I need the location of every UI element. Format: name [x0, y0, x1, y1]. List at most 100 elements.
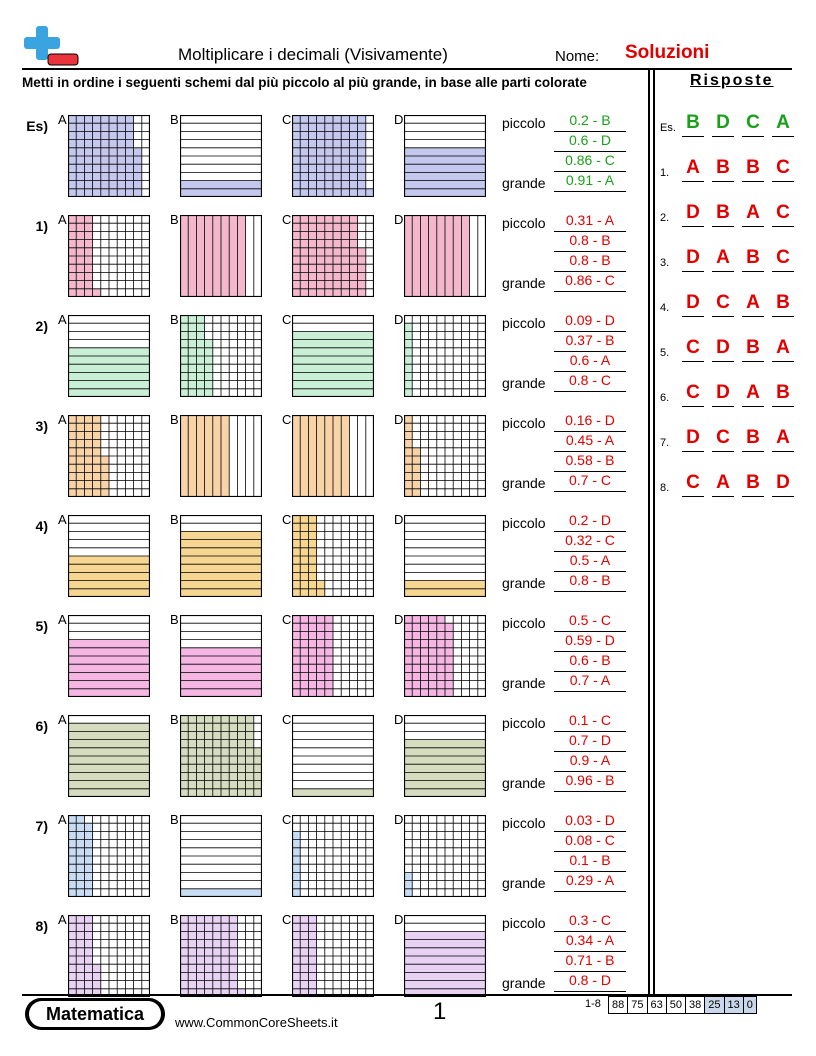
ordering-answer: 0.8 - B — [554, 252, 626, 272]
ordering-answers: piccolo grande 0.3 - C 0.34 - A 0.71 - B 0.8 … — [502, 912, 626, 998]
decimal-model-figure — [180, 715, 262, 797]
model-letter: D — [394, 212, 404, 227]
answer-key-letter: C — [682, 337, 704, 362]
ordering-answer: 0.6 - A — [554, 352, 626, 372]
site-url: www.CommonCoreSheets.it — [175, 1015, 338, 1030]
model-letter: A — [58, 912, 67, 927]
ordering-answers: piccolo grande 0.03 - D 0.08 - C 0.1 - B 0.29… — [502, 812, 626, 898]
decimal-model-figure — [180, 115, 262, 197]
ordering-answer: 0.86 - C — [554, 152, 626, 172]
answer-key-label: 3. — [660, 257, 670, 269]
answer-key-letter: A — [772, 427, 794, 452]
ordering-answers: piccolo grande 0.2 - D 0.32 - C 0.5 - A 0.8 -… — [502, 512, 626, 598]
model-letter: C — [282, 912, 292, 927]
answer-key-letter: B — [712, 202, 734, 227]
problem-number: 6) — [35, 718, 48, 734]
ordering-answer: 0.7 - C — [554, 472, 626, 492]
decimal-model-figure — [404, 915, 486, 997]
answer-key-letter: C — [682, 382, 704, 407]
model-letter: D — [394, 912, 404, 927]
answer-key-label: 4. — [660, 302, 670, 314]
answer-key-letter: D — [682, 247, 704, 272]
largest-label: grande — [502, 475, 546, 491]
page-number: 1 — [433, 998, 447, 1025]
decimal-model-figure — [68, 615, 150, 697]
ordering-answers: piccolo grande 0.1 - C 0.7 - D 0.9 - A 0.96 -… — [502, 712, 626, 798]
answer-key-letter: B — [682, 112, 704, 137]
brand-logo: Matematica — [25, 998, 165, 1030]
answer-key-letter: B — [742, 247, 764, 272]
model-letter: C — [282, 212, 292, 227]
footer-rule — [22, 994, 792, 996]
answer-key-letter: D — [682, 427, 704, 452]
decimal-model-figure — [292, 315, 374, 397]
answer-key-row: 1. A B B C — [660, 157, 800, 183]
answer-key-letter: A — [742, 292, 764, 317]
decimal-model-figure — [68, 115, 150, 197]
answer-key-letter: D — [712, 112, 734, 137]
decimal-model-figure — [180, 915, 262, 997]
model-letter: D — [394, 712, 404, 727]
answer-key-label: 8. — [660, 482, 670, 494]
ordering-answer: 0.5 - A — [554, 552, 626, 572]
model-letter: A — [58, 112, 67, 127]
ordering-answer: 0.8 - D — [554, 972, 626, 992]
score-cell: 0 — [742, 996, 757, 1014]
smallest-label: piccolo — [502, 515, 546, 531]
model-letter: B — [170, 412, 179, 427]
model-letter: B — [170, 712, 179, 727]
ordering-answer: 0.2 - B — [554, 112, 626, 132]
model-letter: B — [170, 912, 179, 927]
largest-label: grande — [502, 875, 546, 891]
answer-key-letter: C — [712, 292, 734, 317]
decimal-model-figure — [180, 515, 262, 597]
model-letter: B — [170, 512, 179, 527]
model-letter: A — [58, 712, 67, 727]
model-letter: C — [282, 812, 292, 827]
answer-key-letter: C — [712, 427, 734, 452]
answer-key-letter: A — [772, 112, 794, 137]
answer-key-row: 4. D C A B — [660, 292, 800, 318]
smallest-label: piccolo — [502, 815, 546, 831]
decimal-model-figure — [292, 215, 374, 297]
model-letter: D — [394, 312, 404, 327]
score-cell: 88 — [608, 996, 629, 1014]
ordering-answers: piccolo grande 0.09 - D 0.37 - B 0.6 - A 0.8 … — [502, 312, 626, 398]
column-divider — [648, 70, 650, 996]
ordering-answer: 0.5 - C — [554, 612, 626, 632]
problem-number: 7) — [35, 818, 48, 834]
decimal-model-figure — [404, 515, 486, 597]
model-letter: C — [282, 112, 292, 127]
decimal-model-figure — [180, 615, 262, 697]
answer-key-row: 3. D A B C — [660, 247, 800, 273]
problem-number: 8) — [35, 918, 48, 934]
answer-key-letter: B — [712, 157, 734, 182]
decimal-model-figure — [68, 815, 150, 897]
decimal-model-figure — [68, 415, 150, 497]
ordering-answers: piccolo grande 0.16 - D 0.45 - A 0.58 - B 0.7… — [502, 412, 626, 498]
ordering-answer: 0.96 - B — [554, 772, 626, 792]
answer-key-label: 1. — [660, 167, 670, 179]
model-letter: D — [394, 512, 404, 527]
plus-minus-logo-icon — [24, 26, 79, 66]
ordering-answer: 0.03 - D — [554, 812, 626, 832]
decimal-model-figure — [180, 215, 262, 297]
ordering-answer: 0.58 - B — [554, 452, 626, 472]
model-letter: D — [394, 612, 404, 627]
answer-key-row: 8. C A B D — [660, 472, 800, 498]
ordering-answer: 0.71 - B — [554, 952, 626, 972]
largest-label: grande — [502, 175, 546, 191]
largest-label: grande — [502, 375, 546, 391]
model-letter: C — [282, 512, 292, 527]
score-cell: 38 — [685, 996, 706, 1014]
answer-key-letter: B — [772, 382, 794, 407]
decimal-model-figure — [404, 815, 486, 897]
problem-number: 3) — [35, 418, 48, 434]
largest-label: grande — [502, 675, 546, 691]
problem-number: 4) — [35, 518, 48, 534]
ordering-answers: piccolo grande 0.31 - A 0.8 - B 0.8 - B 0.86 … — [502, 212, 626, 298]
